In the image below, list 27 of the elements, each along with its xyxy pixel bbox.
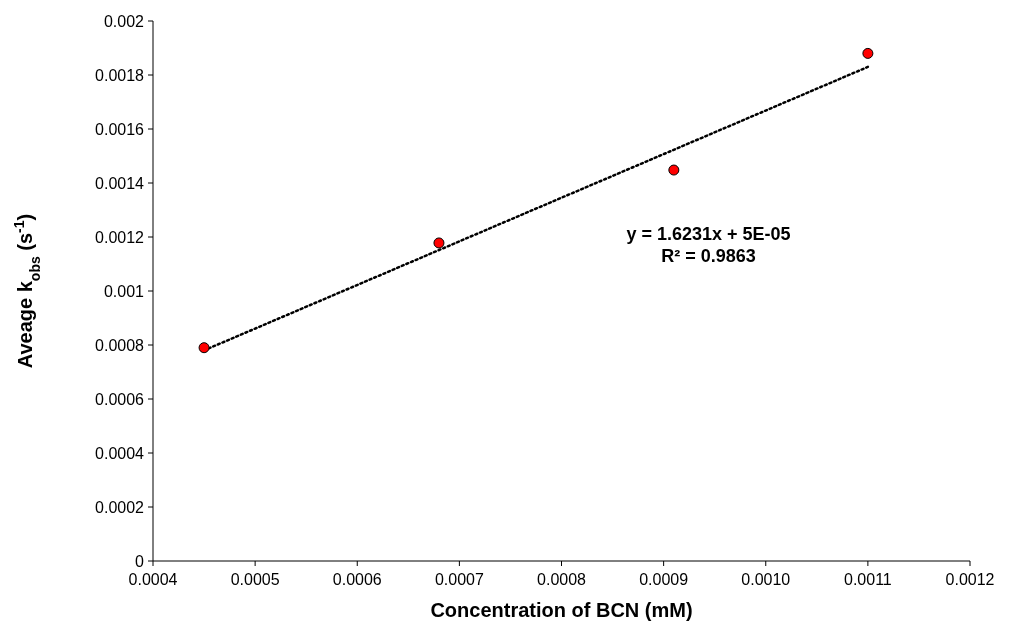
y-tick-label: 0.0018	[95, 66, 145, 84]
x-tick-label: 0.0006	[332, 571, 382, 588]
x-tick-label: 0.0009	[639, 571, 689, 588]
point	[862, 47, 874, 59]
point	[668, 164, 680, 176]
y-tick-label: 0.001	[103, 282, 145, 300]
point	[433, 237, 445, 249]
y-tick-label: 0.0008	[95, 336, 145, 354]
x-tick-label: 0.0007	[434, 571, 484, 588]
x-tick-label: 0.0004	[128, 571, 178, 588]
point	[198, 342, 210, 354]
x-tick-label: 0.0011	[844, 571, 892, 588]
x-tick-label: 0.0008	[537, 571, 587, 588]
y-tick-label: 0	[135, 552, 145, 570]
x-tick-label: 0.0012	[945, 571, 995, 588]
x-axis-title: Concentration of BCN (mM)	[430, 599, 693, 621]
y-tick-label: 0.0016	[95, 120, 145, 138]
y-tick-label: 0.002	[103, 12, 145, 30]
y-tick-label: 0.0012	[95, 228, 145, 246]
y-tick-label: 0.0006	[95, 390, 145, 408]
x-tick-label: 0.0005	[230, 571, 280, 588]
x-tick-label: 0.0010	[741, 571, 791, 588]
y-tick-label: 0.0002	[95, 498, 145, 516]
y-tick-label: 0.0004	[95, 444, 145, 462]
annotation: y = 1.6231x + 5E-05	[626, 224, 791, 244]
annotation: R² = 0.9863	[661, 246, 756, 266]
y-tick-label: 0.0014	[95, 174, 145, 192]
